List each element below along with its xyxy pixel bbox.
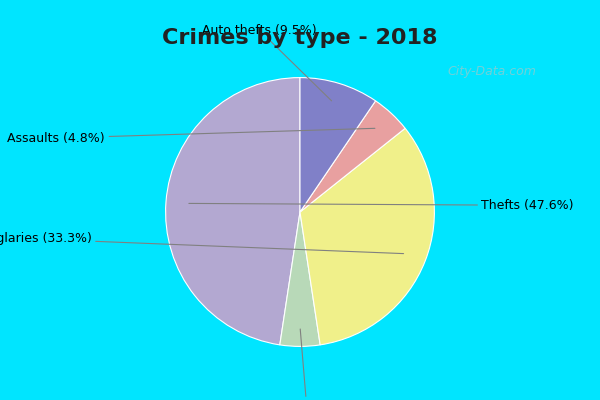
- Text: Assaults (4.8%): Assaults (4.8%): [7, 128, 375, 144]
- Wedge shape: [166, 78, 300, 345]
- Text: Auto thefts (9.5%): Auto thefts (9.5%): [202, 24, 332, 101]
- Text: Burglaries (33.3%): Burglaries (33.3%): [0, 232, 404, 254]
- Text: Thefts (47.6%): Thefts (47.6%): [189, 199, 574, 212]
- Text: Rapes (4.8%): Rapes (4.8%): [265, 329, 349, 400]
- Text: City-Data.com: City-Data.com: [448, 66, 536, 78]
- Wedge shape: [300, 101, 405, 212]
- Text: Crimes by type - 2018: Crimes by type - 2018: [162, 28, 438, 48]
- Wedge shape: [280, 212, 320, 346]
- Wedge shape: [300, 128, 434, 345]
- Wedge shape: [300, 78, 376, 212]
